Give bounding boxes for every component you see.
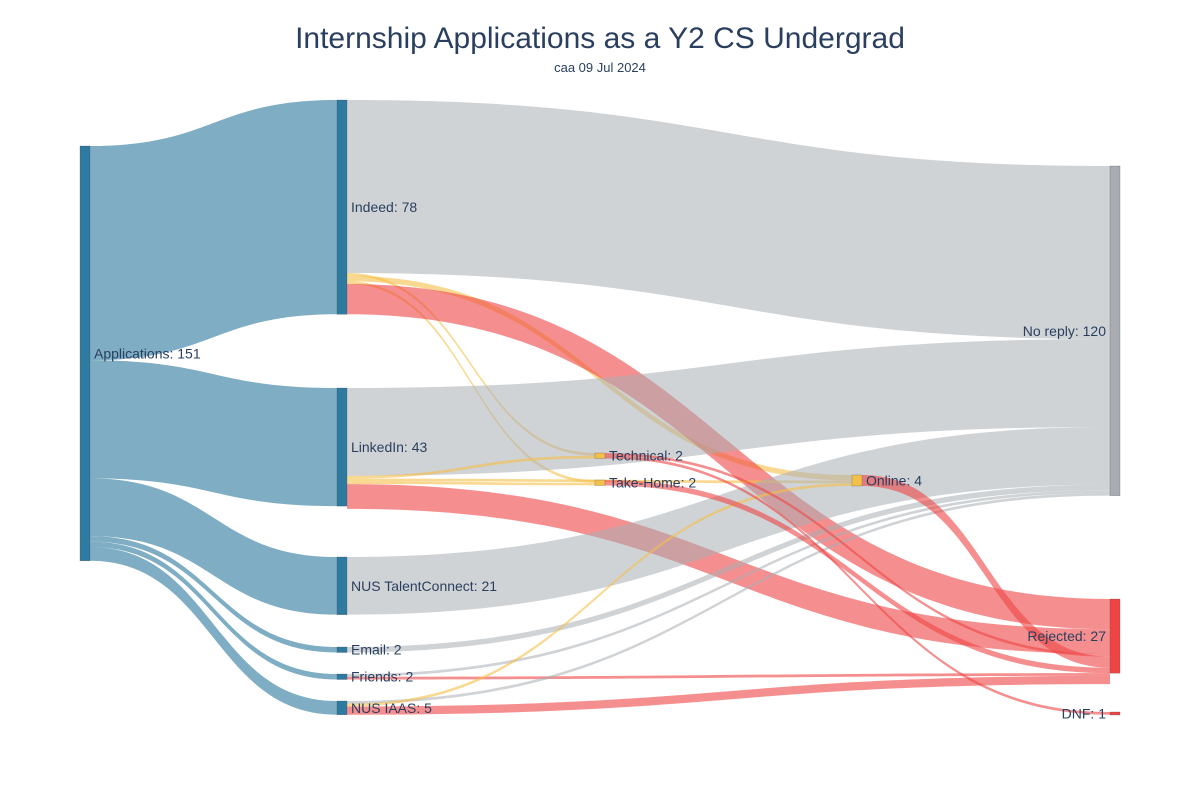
link-indeed-to-noreply[interactable] — [347, 100, 1110, 340]
node-label-dnf: DNF: 1 — [1062, 706, 1107, 722]
link-indeed-to-online[interactable] — [347, 275, 852, 481]
link-indeed-to-technical[interactable] — [347, 273, 595, 456]
link-linkedin-to-technical[interactable] — [347, 455, 595, 479]
node-applications[interactable] — [79, 145, 91, 562]
sankey-labels: Applications: 151 Indeed: 78 LinkedIn: 43 N… — [94, 199, 1106, 721]
link-linkedin-to-noreply[interactable] — [347, 339, 1110, 476]
node-takehome[interactable] — [594, 479, 606, 486]
link-applications-to-nusiaas[interactable] — [90, 547, 337, 715]
node-nustc[interactable] — [336, 556, 348, 615]
node-dnf[interactable] — [1109, 711, 1121, 716]
chart-title: Internship Applications as a Y2 CS Under… — [295, 22, 905, 55]
link-friends-to-noreply[interactable] — [347, 490, 1110, 677]
node-label-rejected: Rejected: 27 — [1027, 628, 1106, 644]
link-nustc-to-noreply[interactable] — [347, 426, 1110, 615]
link-takehome-to-rejected[interactable] — [605, 480, 1110, 674]
link-applications-to-nustc[interactable] — [90, 478, 337, 615]
link-nusiaas-to-online[interactable] — [347, 483, 852, 707]
link-technical-to-rejected[interactable] — [605, 453, 1110, 657]
sankey-nodes — [79, 99, 1121, 716]
chart-subtitle: caa 09 Jul 2024 — [554, 60, 646, 75]
node-label-email: Email: 2 — [351, 642, 402, 658]
node-label-indeed: Indeed: 78 — [351, 199, 417, 215]
node-label-noreply: No reply: 120 — [1023, 323, 1106, 339]
link-linkedin-to-takehome[interactable] — [347, 481, 595, 486]
node-noreply[interactable] — [1109, 165, 1121, 496]
link-friends-to-rejected[interactable] — [347, 673, 1110, 680]
node-rejected[interactable] — [1109, 598, 1121, 674]
link-applications-to-linkedin[interactable] — [90, 360, 337, 507]
node-label-takehome: Take-Home: 2 — [609, 475, 696, 491]
node-label-linkedin: LinkedIn: 43 — [351, 439, 427, 455]
node-linkedin[interactable] — [336, 387, 348, 507]
node-label-nustc: NUS TalentConnect: 21 — [351, 578, 497, 594]
link-applications-to-friends[interactable] — [90, 541, 337, 680]
node-label-nusiaas: NUS IAAS: 5 — [351, 700, 432, 716]
link-online-to-rejected[interactable] — [862, 475, 1110, 668]
node-label-applications: Applications: 151 — [94, 345, 201, 361]
link-nusiaas-to-noreply[interactable] — [347, 492, 1110, 704]
node-email[interactable] — [336, 646, 348, 653]
link-email-to-noreply[interactable] — [347, 484, 1110, 653]
node-label-online: Online: 4 — [866, 472, 922, 488]
link-indeed-to-takehome[interactable] — [347, 281, 595, 483]
link-applications-to-email[interactable] — [90, 536, 337, 653]
link-applications-to-indeed[interactable] — [90, 100, 337, 361]
sankey-links — [90, 100, 1110, 715]
link-nusiaas-to-rejected[interactable] — [347, 675, 1110, 715]
link-indeed-to-rejected[interactable] — [347, 284, 1110, 630]
link-technical-to-dnf[interactable] — [605, 455, 1110, 715]
node-online[interactable] — [851, 474, 863, 487]
node-nusiaas[interactable] — [336, 700, 348, 715]
node-friends[interactable] — [336, 673, 348, 680]
node-label-friends: Friends: 2 — [351, 669, 413, 685]
node-indeed[interactable] — [336, 99, 348, 315]
node-technical[interactable] — [594, 452, 606, 459]
node-label-technical: Technical: 2 — [609, 448, 683, 464]
